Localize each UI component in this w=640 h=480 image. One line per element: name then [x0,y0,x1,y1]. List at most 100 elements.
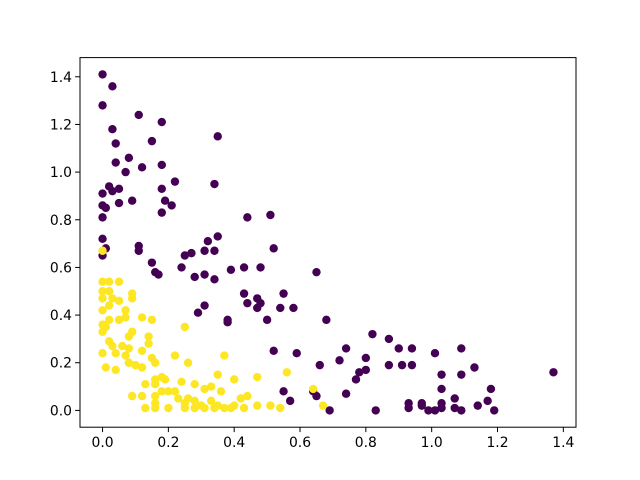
point [131,360,140,370]
point [160,196,170,205]
point [262,315,272,325]
point [134,110,143,120]
point [190,272,199,282]
point [98,327,107,336]
point [98,294,107,303]
point [361,365,371,375]
point [170,387,180,396]
point [266,401,275,410]
point [437,403,446,413]
point [187,248,196,258]
point [127,196,137,205]
point [147,136,157,146]
point [118,341,127,351]
point [200,384,209,394]
point [167,201,176,210]
point [147,258,157,267]
point [157,184,166,193]
point [243,213,252,222]
point [121,351,130,360]
point [157,160,166,170]
point [266,210,275,220]
point [355,368,364,377]
y-tick-label: 0.0 [50,403,72,419]
point [243,391,252,401]
point [213,132,222,141]
point [137,391,147,401]
point [124,332,134,341]
point [308,384,318,394]
point [200,246,209,255]
point [430,406,440,415]
x-tick-label: 0.4 [223,435,245,451]
point [151,379,160,389]
point [384,334,394,344]
point [490,406,499,415]
point [164,387,173,396]
point [276,303,285,313]
point [220,403,229,413]
point [137,313,147,322]
y-tick-label: 1.0 [50,165,72,181]
point [180,322,190,332]
point [341,344,351,353]
point [111,139,120,148]
point [200,301,209,310]
point [151,403,160,413]
point [473,401,482,410]
point [404,403,413,413]
point [104,277,114,286]
point [170,177,180,186]
point [424,406,433,415]
point [351,375,361,384]
point [177,263,186,272]
point [157,387,166,396]
point [101,363,111,372]
point [203,237,213,246]
x-tick-label: 0.6 [289,435,311,451]
point [108,125,117,134]
point [127,294,137,303]
point [210,275,219,284]
point [397,360,407,370]
point [229,401,239,410]
point [213,370,222,379]
point [108,82,117,91]
point [483,396,492,406]
point [124,358,134,367]
x-tick-label: 0.0 [91,435,113,451]
point [98,234,107,244]
point [137,163,147,172]
point [101,203,111,213]
point [108,341,117,351]
point [98,213,107,222]
point [318,401,328,410]
point [216,387,226,396]
point [407,360,417,370]
point [114,315,124,325]
x-tick-label: 0.2 [157,435,179,451]
point [243,298,252,308]
point [180,403,190,413]
point [292,349,301,358]
point [253,372,262,382]
point [164,403,173,413]
point [174,394,183,403]
point [470,363,479,372]
point [104,301,114,310]
point [160,375,170,384]
point [151,358,160,367]
point [114,184,124,193]
y-tick-label: 0.6 [50,260,72,276]
point [137,346,147,356]
point [154,270,163,279]
point [430,349,440,358]
point [239,403,249,413]
point [144,339,153,348]
point [98,277,107,286]
point [394,344,403,353]
point [269,346,278,356]
point [98,246,107,255]
point [417,401,427,410]
